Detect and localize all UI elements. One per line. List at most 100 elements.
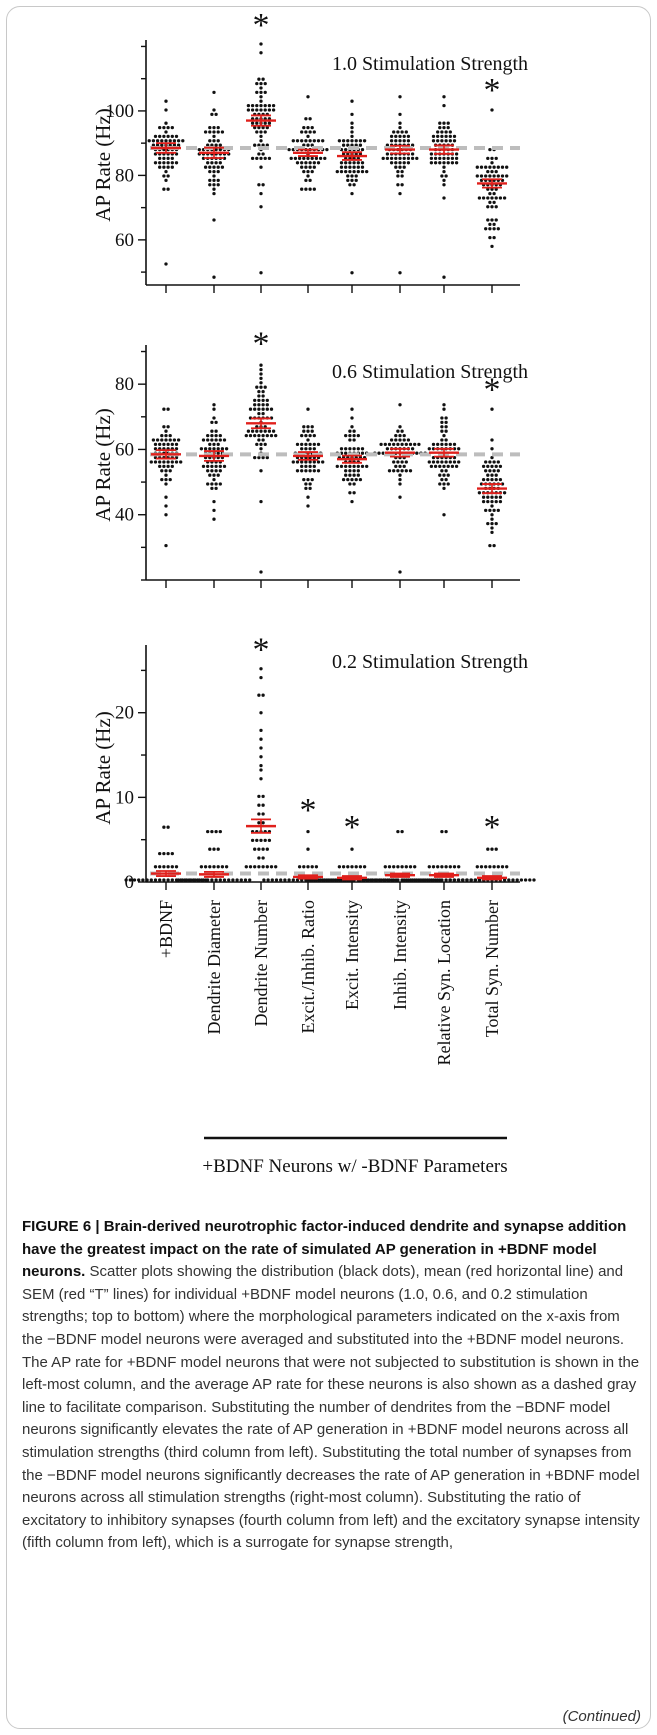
data-point <box>302 429 306 433</box>
data-point <box>438 482 442 486</box>
data-point <box>259 363 263 367</box>
data-point <box>267 108 272 112</box>
data-point <box>398 271 402 275</box>
data-point <box>261 812 265 816</box>
data-point <box>216 442 220 447</box>
data-point <box>261 411 265 416</box>
data-point <box>350 865 354 869</box>
data-point <box>402 464 406 469</box>
data-point <box>387 442 392 447</box>
data-point <box>404 130 408 134</box>
data-point <box>271 103 276 108</box>
data-point <box>387 865 392 869</box>
data-point <box>310 477 314 482</box>
data-point <box>440 429 444 433</box>
data-point <box>354 174 358 178</box>
data-point <box>413 442 417 447</box>
data-point <box>400 469 404 473</box>
data-point <box>440 139 444 143</box>
data-point <box>253 407 257 411</box>
data-point <box>304 165 308 169</box>
data-point <box>162 161 166 165</box>
data-point <box>259 156 263 161</box>
data-point <box>344 447 348 451</box>
data-point <box>212 275 216 279</box>
data-point <box>304 139 308 143</box>
data-point <box>392 442 396 447</box>
data-point <box>423 878 427 882</box>
data-point <box>486 473 490 477</box>
data-point <box>346 178 350 183</box>
data-point <box>265 398 269 403</box>
data-point <box>308 130 312 134</box>
data-point <box>259 768 263 772</box>
data-point <box>488 543 492 548</box>
caption-text: Scatter plots showing the distribution (… <box>22 1263 640 1552</box>
data-point <box>168 477 172 482</box>
data-point <box>492 235 496 240</box>
data-point <box>224 865 229 869</box>
data-point <box>259 372 263 376</box>
data-point <box>164 169 168 174</box>
data-point <box>442 178 446 183</box>
data-point <box>323 156 327 161</box>
data-point <box>261 433 265 438</box>
data-point <box>312 433 316 438</box>
data-point <box>402 139 406 143</box>
data-point <box>164 495 168 499</box>
data-point <box>210 464 214 469</box>
data-point <box>304 161 308 165</box>
data-point <box>444 442 448 447</box>
data-point <box>400 429 404 433</box>
data-point <box>398 125 402 130</box>
data-point <box>210 829 214 834</box>
x-category-label: Dendrite Number <box>251 900 271 1026</box>
data-point <box>300 447 304 451</box>
data-point <box>308 482 312 486</box>
data-point <box>261 794 265 799</box>
data-point <box>212 865 216 869</box>
data-point <box>385 447 390 451</box>
data-point <box>337 139 342 143</box>
data-point <box>339 161 344 165</box>
data-point <box>356 169 360 174</box>
data-point <box>250 121 255 125</box>
data-point <box>394 438 398 442</box>
data-point <box>490 521 494 526</box>
data-point <box>348 491 352 495</box>
data-point <box>341 139 346 143</box>
data-point <box>400 130 404 134</box>
data-point <box>484 469 488 473</box>
data-point <box>259 99 263 103</box>
data-point <box>400 460 404 464</box>
data-point <box>263 838 267 843</box>
data-point <box>490 517 494 521</box>
data-point <box>145 878 149 882</box>
data-point <box>212 403 216 407</box>
data-point <box>486 499 490 504</box>
data-point <box>339 447 344 451</box>
significance-asterisk: * <box>253 326 270 363</box>
data-point <box>158 161 162 165</box>
data-point <box>488 147 492 152</box>
data-point <box>197 878 201 882</box>
data-point <box>164 178 168 183</box>
data-point <box>325 147 329 152</box>
data-point <box>164 513 168 517</box>
data-point <box>164 473 168 477</box>
data-point <box>442 482 446 486</box>
data-point <box>457 865 461 869</box>
data-point <box>210 433 214 438</box>
data-point <box>490 108 494 112</box>
data-point <box>155 438 160 442</box>
data-point <box>496 165 500 169</box>
data-point <box>257 856 261 860</box>
data-point <box>398 570 402 574</box>
data-point <box>492 543 496 548</box>
data-point <box>253 455 257 460</box>
data-point <box>346 477 350 482</box>
data-point <box>440 174 444 178</box>
data-point <box>389 161 394 165</box>
data-point <box>158 851 162 856</box>
data-point <box>339 169 344 174</box>
